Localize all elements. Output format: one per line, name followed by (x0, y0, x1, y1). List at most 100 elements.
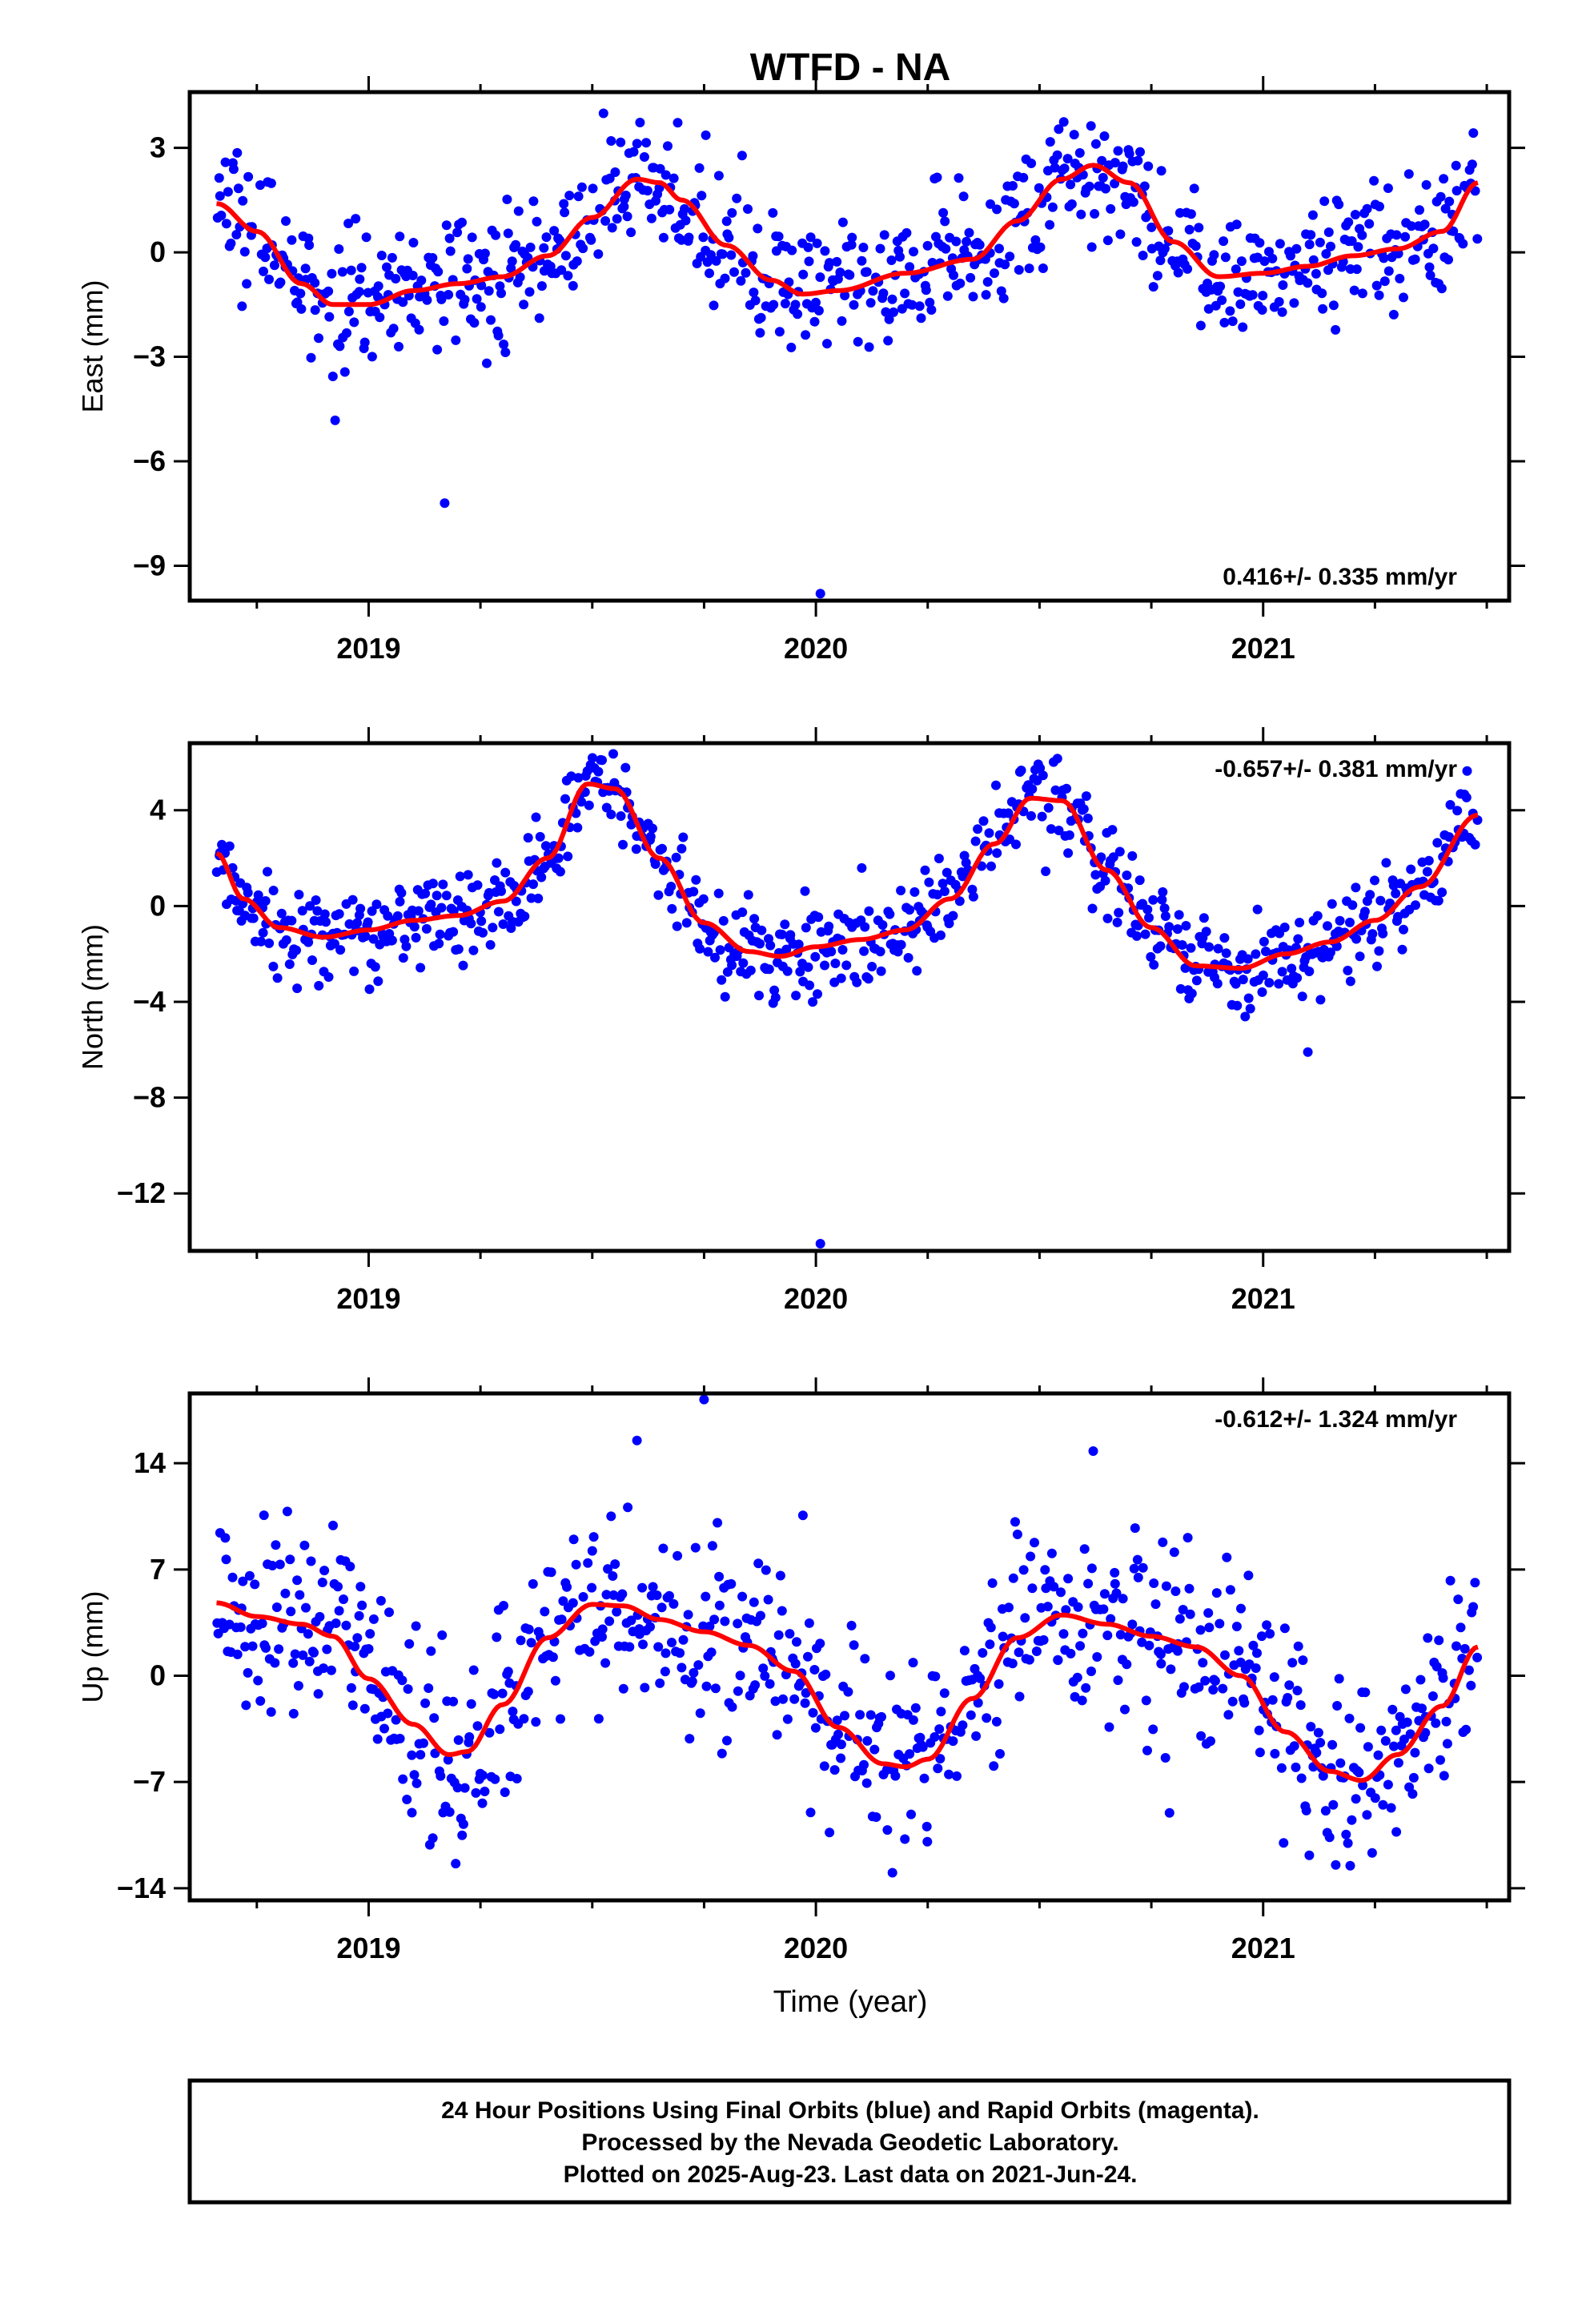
north-point (618, 839, 628, 850)
up-point (424, 1683, 434, 1693)
east-point (1317, 288, 1327, 299)
east-point (1086, 121, 1096, 131)
east-point (264, 274, 274, 284)
north-point (791, 991, 801, 1001)
north-point (1251, 949, 1261, 959)
north-rate-label: -0.657+/- 0.381 mm/yr (1215, 756, 1457, 782)
east-point (1369, 175, 1379, 186)
east-point (1005, 251, 1015, 262)
north-point (411, 932, 421, 943)
up-point (885, 1671, 895, 1681)
up-point (825, 1827, 835, 1838)
up-point (733, 1618, 743, 1629)
east-point (1184, 224, 1195, 235)
east-point (228, 164, 239, 175)
east-point (563, 271, 573, 281)
east-point (310, 305, 320, 316)
north-point (803, 962, 813, 972)
up-point (1295, 1700, 1306, 1711)
north-point (672, 921, 682, 931)
east-point (339, 367, 350, 377)
up-point (1318, 1771, 1328, 1781)
up-point (571, 1559, 581, 1570)
east-point (907, 300, 917, 310)
east-point (909, 247, 918, 257)
east-point (598, 108, 608, 119)
east-point (433, 267, 444, 277)
east-point (259, 266, 268, 276)
east-point (727, 207, 737, 218)
up-point (1391, 1725, 1401, 1735)
up-point (689, 1667, 699, 1678)
up-point (645, 1622, 655, 1632)
east-point (335, 341, 345, 352)
north-point (1043, 802, 1054, 813)
up-point (1110, 1578, 1120, 1589)
east-point (1395, 273, 1405, 283)
up-point (1132, 1554, 1142, 1565)
north-point (1452, 806, 1463, 816)
east-point (1113, 146, 1123, 156)
east-point (724, 232, 734, 243)
up-point (737, 1591, 748, 1602)
east-point (408, 271, 418, 280)
north-point (1445, 800, 1456, 810)
north-point (1107, 825, 1118, 835)
up-point (673, 1550, 683, 1561)
east-point (622, 211, 632, 222)
east-point (1186, 209, 1196, 219)
up-point (656, 1602, 667, 1613)
north-point (458, 960, 468, 971)
north-ylabel: North (mm) (76, 924, 109, 1070)
east-point (388, 324, 399, 334)
up-point (562, 1582, 572, 1592)
north-point (841, 960, 852, 971)
up-point (253, 1675, 263, 1686)
up-point (1077, 1695, 1087, 1706)
up-point (966, 1710, 976, 1720)
up-xtick-label: 2021 (1231, 1932, 1295, 1964)
east-point (1303, 278, 1313, 288)
up-point (232, 1649, 243, 1659)
north-point (713, 888, 724, 899)
up-point (436, 1771, 446, 1781)
up-point (658, 1543, 669, 1554)
east-point (342, 328, 351, 338)
north-point (349, 966, 359, 976)
north-point (528, 879, 538, 890)
up-point (1306, 1722, 1316, 1732)
east-point (942, 291, 953, 301)
up-point (512, 1774, 522, 1783)
up-point (472, 1721, 483, 1731)
up-point (653, 1642, 664, 1652)
east-ytick-label: −9 (133, 549, 166, 582)
north-point (645, 831, 656, 842)
north-point (347, 895, 358, 905)
east-point (1231, 264, 1241, 275)
north-point (785, 930, 796, 940)
up-point (240, 1642, 251, 1652)
north-point (401, 941, 412, 951)
north-point (1204, 942, 1215, 952)
north-point (485, 939, 496, 950)
up-point (346, 1683, 356, 1693)
north-point (363, 917, 373, 927)
east-point (803, 242, 813, 252)
east-point (1379, 253, 1389, 263)
east-point (769, 300, 779, 310)
up-point (685, 1734, 695, 1744)
up-point (298, 1650, 308, 1660)
up-point (1014, 1647, 1024, 1658)
east-point (996, 286, 1006, 296)
north-point (793, 939, 804, 950)
north-point (272, 973, 283, 983)
north-point (243, 887, 253, 898)
north-panel: 4 0 −4 −8 −12 2019 2020 2021 North (mm) -0.657+/-… (76, 727, 1525, 1315)
up-point (1402, 1717, 1412, 1727)
up-point (429, 1713, 440, 1723)
north-point (303, 937, 314, 947)
up-point (833, 1729, 843, 1739)
up-point (887, 1868, 897, 1878)
north-point (1134, 875, 1145, 886)
up-point (379, 1723, 389, 1734)
